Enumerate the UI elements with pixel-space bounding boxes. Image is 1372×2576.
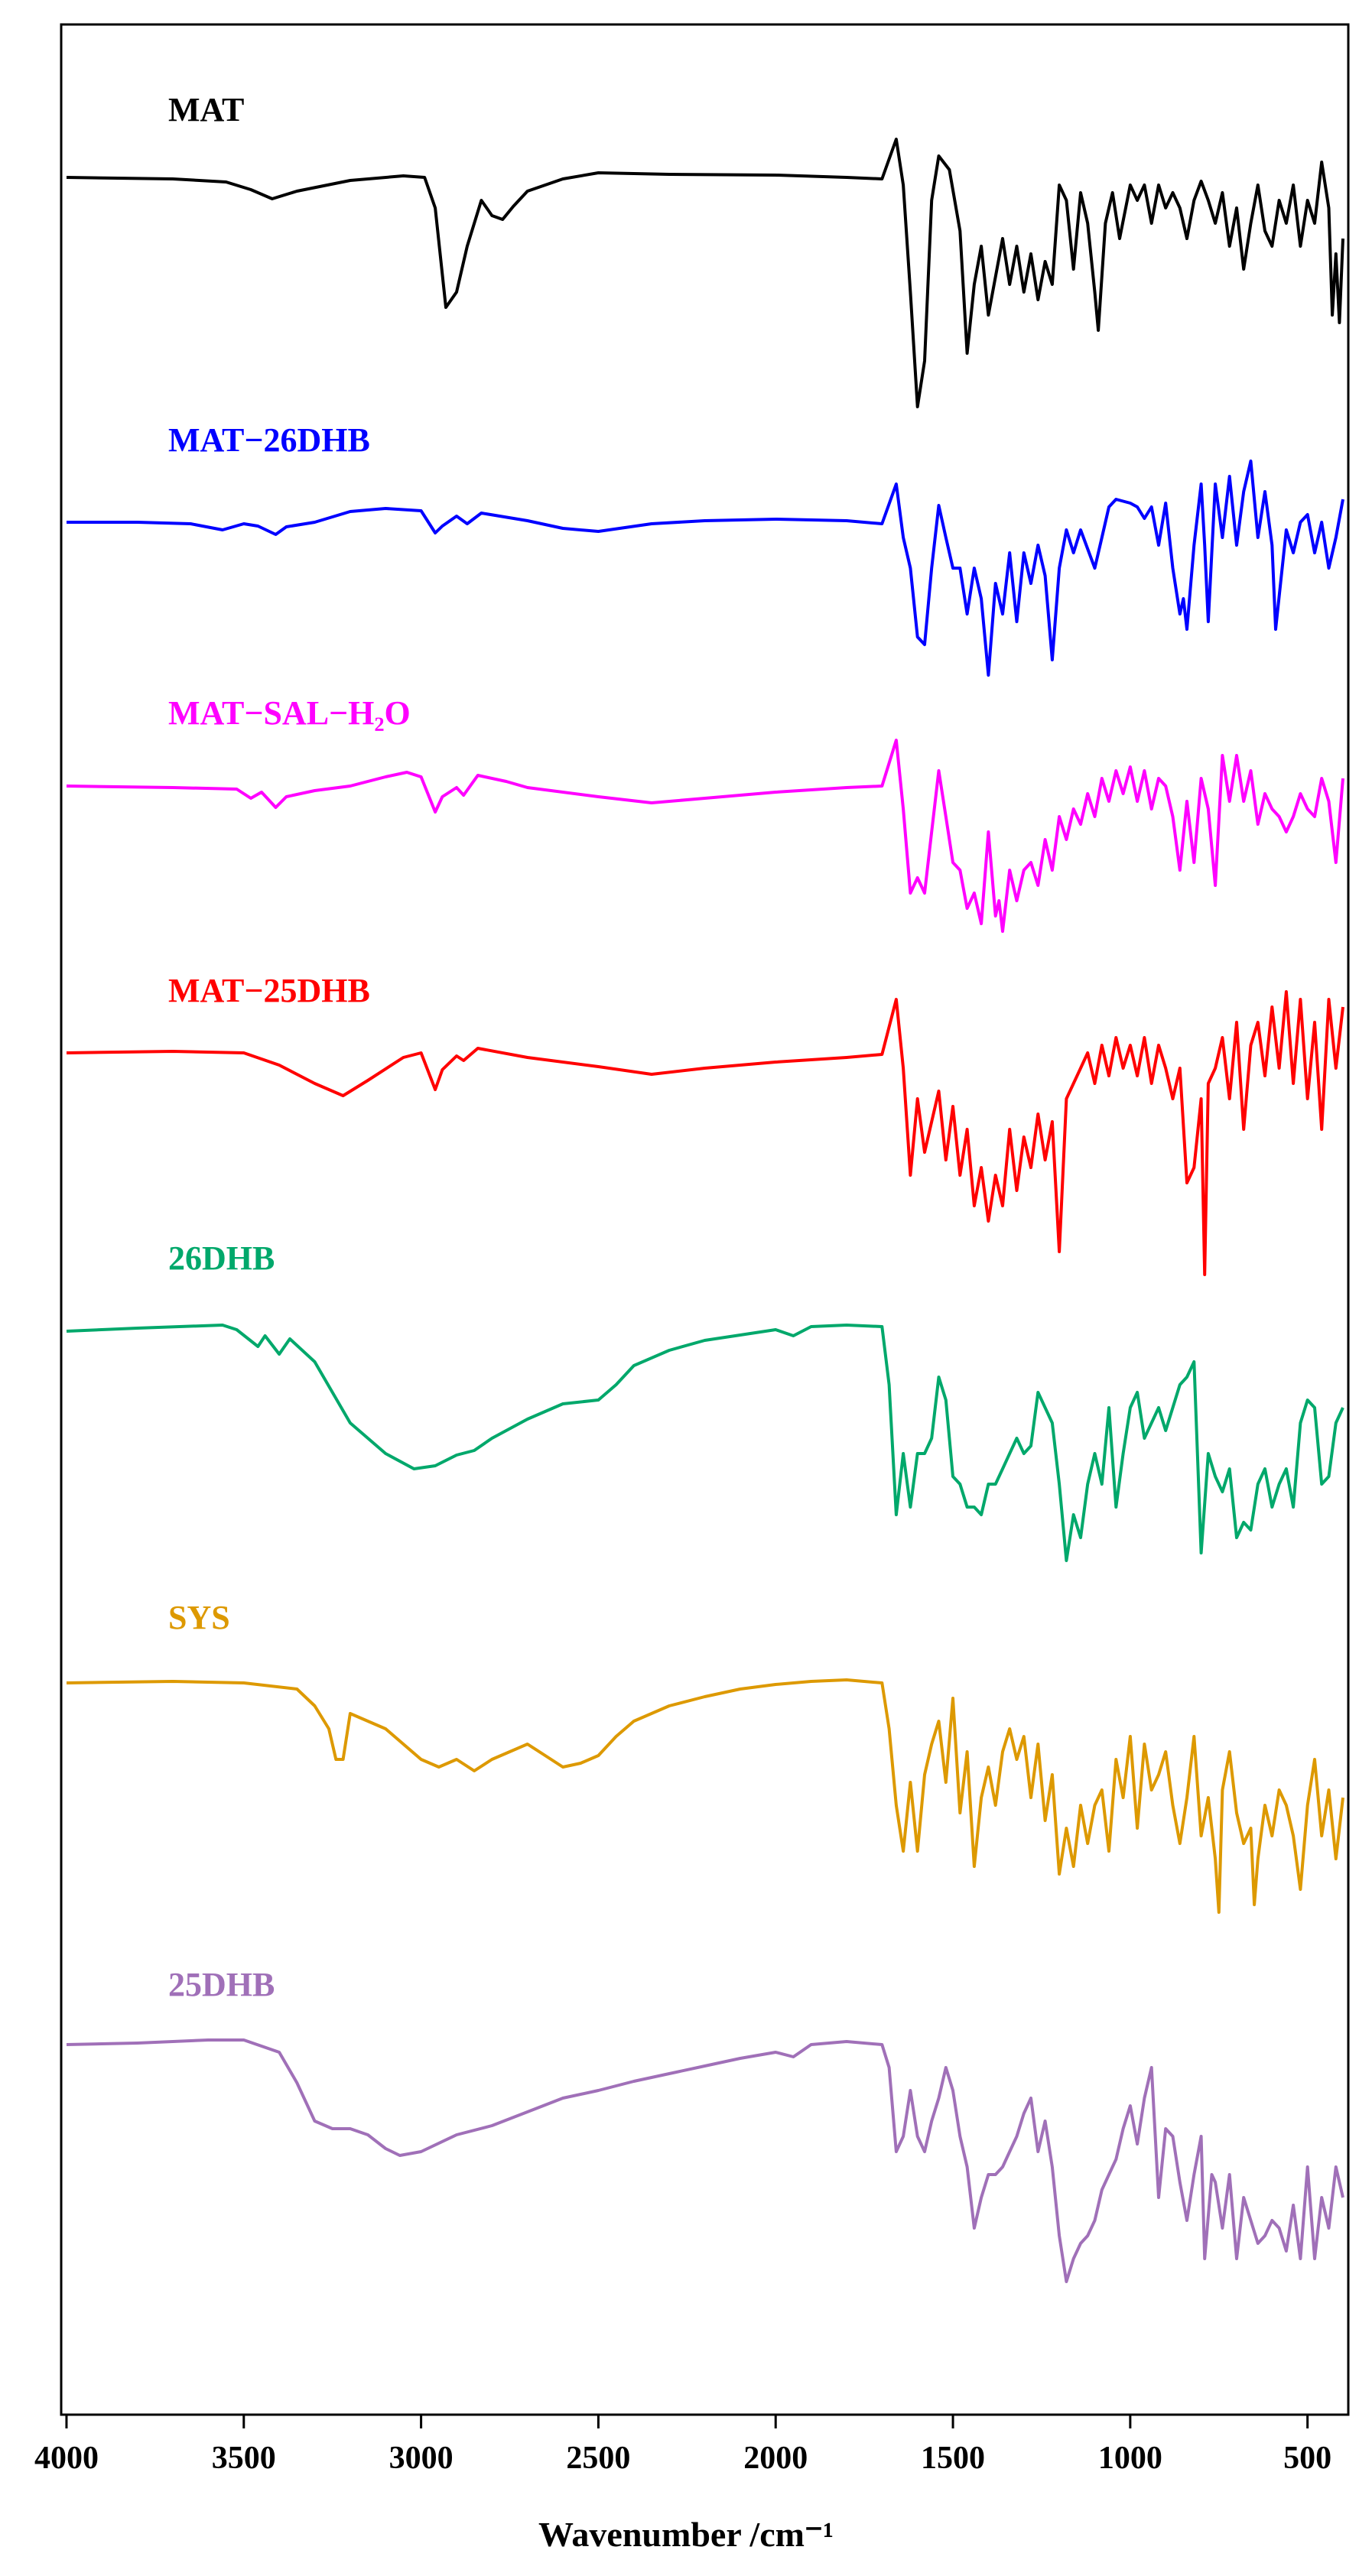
x-tick-label-3: 2500 bbox=[566, 2441, 630, 2476]
series-label-1: MAT−26DHB bbox=[168, 421, 370, 459]
x-tick-label-6: 1000 bbox=[1098, 2441, 1162, 2476]
x-tick-label-7: 500 bbox=[1283, 2441, 1331, 2476]
series-labels: MAT MAT−26DHB MAT−SAL−H₂O MAT−25DHB 26DHB SYS… bbox=[168, 91, 411, 2003]
spectrum-line-2 bbox=[66, 739, 1344, 933]
series-label-3: MAT−25DHB bbox=[168, 972, 370, 1009]
plot-frame bbox=[60, 23, 1350, 2416]
spectrum-line-0 bbox=[66, 138, 1344, 408]
x-tick-label-2: 3000 bbox=[389, 2441, 454, 2476]
series-label-4: 26DHB bbox=[168, 1239, 275, 1277]
x-tick-label-5: 1500 bbox=[921, 2441, 985, 2476]
series-label-0: MAT bbox=[168, 91, 244, 128]
spectra-traces bbox=[66, 138, 1344, 2283]
x-tick-label-1: 3500 bbox=[212, 2441, 276, 2476]
series-label-6: 25DHB bbox=[168, 1966, 275, 2003]
series-label-5: SYS bbox=[168, 1599, 230, 1636]
x-tick-label-0: 4000 bbox=[34, 2441, 99, 2476]
spectrum-line-4 bbox=[66, 1324, 1344, 1562]
spectrum-line-6 bbox=[66, 2038, 1344, 2283]
spectrum-line-5 bbox=[66, 1678, 1344, 1914]
x-axis-title: Wavenumber /cm⁻¹ bbox=[538, 2515, 834, 2554]
spectrum-line-3 bbox=[66, 990, 1344, 1276]
x-axis: 4000 3500 3000 2500 2000 1500 1000 500 bbox=[34, 2415, 1331, 2476]
series-label-2: MAT−SAL−H₂O bbox=[168, 694, 411, 732]
x-tick-label-4: 2000 bbox=[743, 2441, 808, 2476]
spectrum-line-1 bbox=[67, 460, 1344, 677]
